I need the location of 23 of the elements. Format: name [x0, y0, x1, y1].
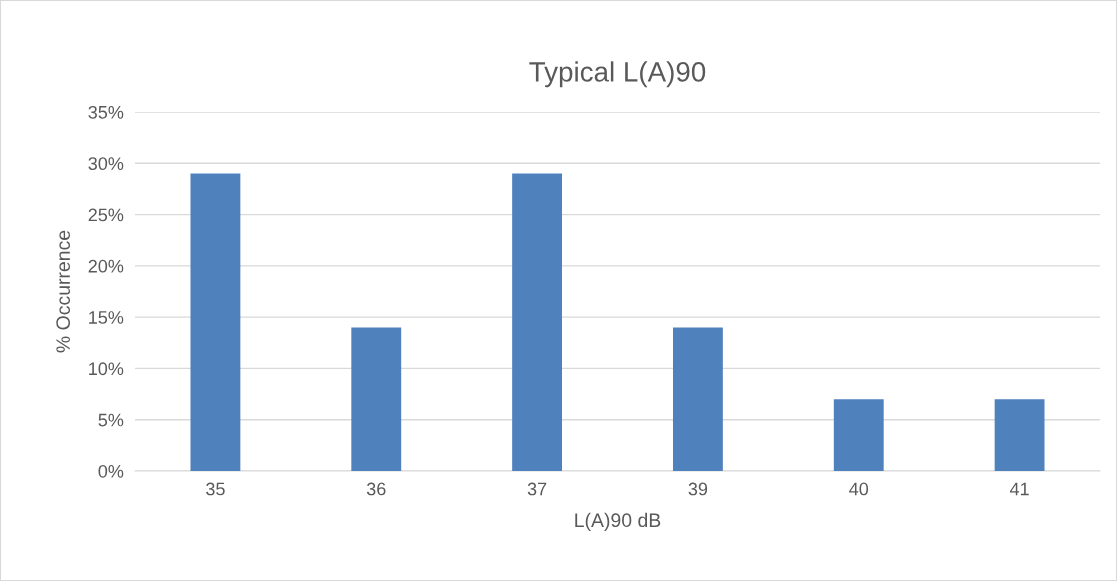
chart-title: Typical L(A)90: [529, 61, 706, 88]
bar: [994, 399, 1045, 471]
bar: [512, 173, 563, 471]
y-tick-label: 30%: [88, 157, 124, 171]
x-tick-label: 39: [688, 482, 708, 496]
y-tick-label: 15%: [89, 311, 124, 324]
bar: [190, 173, 241, 471]
y-tick-label: 35%: [88, 105, 124, 119]
x-axis-title: L(A)90 dB: [575, 512, 661, 531]
y-tick-label: 5%: [98, 413, 124, 427]
x-tick-label: 37: [527, 482, 547, 496]
y-axis-title: % Occurrence: [56, 230, 71, 353]
y-tick-label: 20%: [88, 259, 124, 273]
bar: [833, 399, 884, 471]
x-tick-label: 41: [1009, 482, 1029, 496]
x-tick-label: 35: [206, 482, 225, 496]
x-tick-label: 40: [849, 482, 869, 496]
y-tick-label: 0%: [98, 464, 124, 478]
x-tick-label: 36: [366, 482, 386, 496]
y-tick-label: 10%: [89, 362, 124, 376]
bar: [351, 327, 402, 471]
y-tick-label: 25%: [88, 208, 124, 222]
bar: [672, 327, 723, 471]
